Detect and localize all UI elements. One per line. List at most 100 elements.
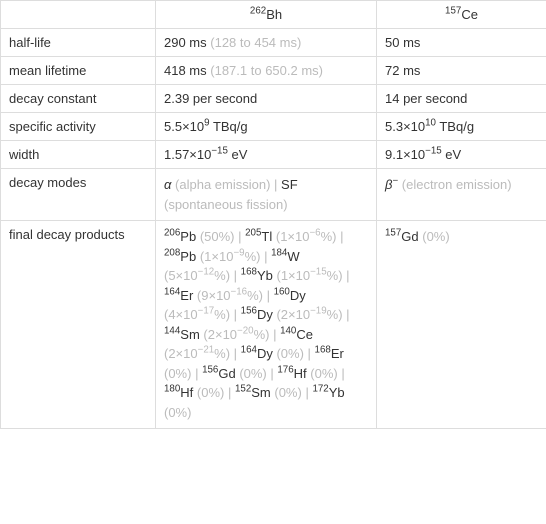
header-isotope-2: 157Ce — [377, 1, 546, 29]
mass-number: 156 — [241, 306, 257, 317]
separator: | — [338, 366, 345, 381]
percentage: (0%) — [422, 229, 449, 244]
row-label-decay-modes: decay modes — [1, 169, 156, 221]
cell-specific-activity-1: 5.5×109 TBq/g — [156, 113, 377, 141]
header-empty — [1, 1, 156, 29]
mass-number: 184 — [271, 247, 287, 258]
exponent: −17 — [198, 306, 215, 317]
mass-number: 160 — [274, 286, 290, 297]
mass-number: 208 — [164, 247, 180, 258]
mass-number: 164 — [164, 286, 180, 297]
exponent: −19 — [310, 306, 327, 317]
row-label-specific-activity: specific activity — [1, 113, 156, 141]
value-prefix: 9.1×10 — [385, 147, 425, 162]
exponent: −12 — [198, 267, 215, 278]
mass-number: 205 — [245, 228, 261, 239]
percentage: (0%) — [239, 366, 266, 381]
value-suffix: TBq/g — [210, 119, 248, 134]
percentage: (2×10−20%) — [203, 327, 269, 342]
row-label-width: width — [1, 141, 156, 169]
header-row: 262Bh 157Ce — [1, 1, 546, 29]
value-prefix: 5.3×10 — [385, 119, 425, 134]
value-exponent: −15 — [425, 146, 442, 157]
table-row: width 1.57×10−15 eV 9.1×10−15 eV — [1, 141, 546, 169]
table-row: mean lifetime 418 ms (187.1 to 650.2 ms)… — [1, 57, 546, 85]
element-symbol: Bh — [266, 7, 282, 22]
cell-decay-modes-2: β− (electron emission) — [377, 169, 546, 221]
exponent: −9 — [233, 247, 244, 258]
value-exponent: −15 — [211, 146, 228, 157]
element-symbol: W — [287, 249, 299, 264]
separator: | — [230, 307, 241, 322]
decay-product: 152Sm (0%) — [235, 385, 302, 400]
separator: | — [274, 177, 281, 192]
percentage: (0%) — [310, 366, 337, 381]
percentage: (1×10−6%) — [276, 229, 337, 244]
element-symbol: Yb — [257, 268, 273, 283]
percentage: (2×10−19%) — [276, 307, 342, 322]
mass-number: 140 — [280, 325, 296, 336]
value-range: (187.1 to 650.2 ms) — [210, 63, 323, 78]
value-exponent: 10 — [425, 118, 436, 129]
element-symbol: Dy — [257, 346, 273, 361]
separator: | — [343, 268, 350, 283]
row-label-final-decay-products: final decay products — [1, 221, 156, 429]
separator: | — [260, 249, 271, 264]
table-row: final decay products 206Pb (50%) | 205Tl… — [1, 221, 546, 429]
percentage: (9×10−16%) — [197, 288, 263, 303]
decay-product: 144Sm (2×10−20%) — [164, 327, 269, 342]
value-prefix: 1.57×10 — [164, 147, 211, 162]
separator: | — [224, 385, 235, 400]
separator: | — [343, 307, 350, 322]
percentage: (0%) — [274, 385, 301, 400]
percentage: (0%) — [164, 366, 191, 381]
percentage: (1×10−9%) — [200, 249, 261, 264]
cell-final-decay-products-1: 206Pb (50%) | 205Tl (1×10−6%) | 208Pb (1… — [156, 221, 377, 429]
cell-final-decay-products-2: 157Gd (0%) — [377, 221, 546, 429]
row-label-mean-lifetime: mean lifetime — [1, 57, 156, 85]
exponent: −20 — [237, 325, 254, 336]
mass-number: 180 — [164, 384, 180, 395]
percentage: (2×10−21%) — [164, 346, 230, 361]
table-row: specific activity 5.5×109 TBq/g 5.3×1010… — [1, 113, 546, 141]
percentage: (0%) — [197, 385, 224, 400]
mass-number: 157 — [385, 228, 401, 239]
element-symbol: Sm — [180, 327, 200, 342]
separator: | — [235, 229, 246, 244]
decay-product: 208Pb (1×10−9%) — [164, 249, 260, 264]
value-suffix: TBq/g — [436, 119, 474, 134]
element-symbol: Pb — [180, 249, 196, 264]
decay-product: 156Dy (2×10−19%) — [241, 307, 343, 322]
separator: | — [269, 327, 280, 342]
table-row: decay modes α (alpha emission) | SF (spo… — [1, 169, 546, 221]
element-symbol: Hf — [180, 385, 193, 400]
mass-number: 164 — [241, 345, 257, 356]
cell-half-life-1: 290 ms (128 to 454 ms) — [156, 29, 377, 57]
mass-number: 172 — [312, 384, 328, 395]
decay-product: 176Hf (0%) — [277, 366, 337, 381]
cell-specific-activity-2: 5.3×1010 TBq/g — [377, 113, 546, 141]
mass-number: 168 — [315, 345, 331, 356]
cell-half-life-2: 50 ms — [377, 29, 546, 57]
element-symbol: Hf — [294, 366, 307, 381]
element-symbol: Dy — [290, 288, 306, 303]
percentage: (4×10−17%) — [164, 307, 230, 322]
sf-desc: (spontaneous fission) — [164, 197, 288, 212]
element-symbol: Gd — [401, 229, 418, 244]
element-symbol: Tl — [261, 229, 272, 244]
cell-mean-lifetime-1: 418 ms (187.1 to 650.2 ms) — [156, 57, 377, 85]
decay-product: 164Er (9×10−16%) — [164, 288, 263, 303]
percentage: (1×10−15%) — [276, 268, 342, 283]
element-symbol: Gd — [218, 366, 235, 381]
value-suffix: eV — [442, 147, 462, 162]
mass-number: 176 — [277, 364, 293, 375]
separator: | — [302, 385, 313, 400]
cell-width-1: 1.57×10−15 eV — [156, 141, 377, 169]
value-range: (128 to 454 ms) — [210, 35, 301, 50]
separator: | — [304, 346, 315, 361]
separator: | — [230, 268, 241, 283]
decay-product: 206Pb (50%) — [164, 229, 235, 244]
element-symbol: Pb — [180, 229, 196, 244]
element-symbol: Er — [180, 288, 193, 303]
decay-product: 180Hf (0%) — [164, 385, 224, 400]
